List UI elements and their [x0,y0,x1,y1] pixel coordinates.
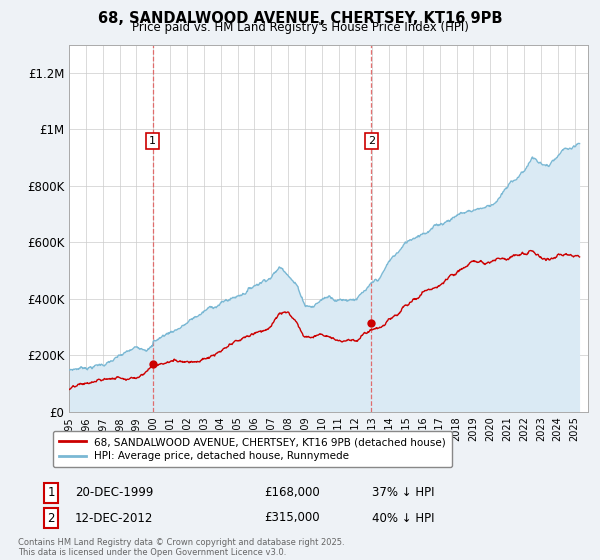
Text: 68, SANDALWOOD AVENUE, CHERTSEY, KT16 9PB: 68, SANDALWOOD AVENUE, CHERTSEY, KT16 9P… [98,11,502,26]
Text: Contains HM Land Registry data © Crown copyright and database right 2025.
This d: Contains HM Land Registry data © Crown c… [18,538,344,557]
Text: 12-DEC-2012: 12-DEC-2012 [75,511,154,525]
Text: Price paid vs. HM Land Registry's House Price Index (HPI): Price paid vs. HM Land Registry's House … [131,21,469,34]
Text: 40% ↓ HPI: 40% ↓ HPI [372,511,434,525]
Text: 2: 2 [47,511,55,525]
Text: £168,000: £168,000 [264,486,320,500]
Text: 1: 1 [47,486,55,500]
Text: 1: 1 [149,136,156,146]
Legend: 68, SANDALWOOD AVENUE, CHERTSEY, KT16 9PB (detached house), HPI: Average price, : 68, SANDALWOOD AVENUE, CHERTSEY, KT16 9P… [53,431,452,468]
Text: 2: 2 [368,136,375,146]
Text: £315,000: £315,000 [264,511,320,525]
Text: 20-DEC-1999: 20-DEC-1999 [75,486,154,500]
Text: 37% ↓ HPI: 37% ↓ HPI [372,486,434,500]
